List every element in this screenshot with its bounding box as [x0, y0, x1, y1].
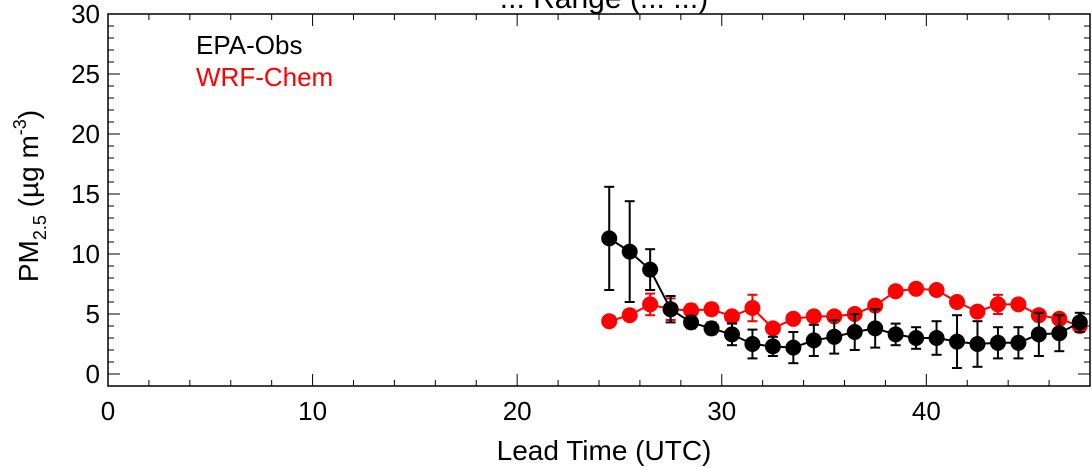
data-point	[642, 296, 659, 313]
data-point	[723, 326, 740, 343]
data-point	[621, 243, 638, 260]
y-tick-label: 0	[86, 359, 100, 389]
data-point	[744, 336, 761, 352]
y-axis-label: PM2.5 (µg m-3)	[10, 110, 50, 282]
x-axis: 0 10 20 30 40	[101, 14, 1091, 426]
data-point	[928, 330, 945, 346]
data-point	[601, 313, 618, 330]
series-wrf-chem	[601, 280, 1088, 337]
data-point	[949, 333, 966, 350]
data-point	[928, 282, 945, 298]
data-point	[846, 324, 863, 340]
data-point	[867, 320, 884, 337]
data-point	[764, 338, 781, 355]
data-point	[989, 296, 1006, 313]
data-point	[826, 328, 843, 345]
data-point	[1010, 334, 1027, 351]
data-point	[662, 301, 679, 318]
data-point	[908, 280, 925, 297]
data-point	[683, 314, 700, 331]
data-point	[723, 308, 740, 325]
series-layer	[601, 185, 1088, 369]
data-point	[908, 330, 925, 346]
data-point	[989, 334, 1006, 351]
y-tick-label: 30	[71, 0, 100, 29]
x-tick-label: 40	[912, 396, 941, 426]
data-point	[1051, 325, 1068, 342]
data-point	[621, 307, 638, 324]
data-point	[969, 303, 986, 320]
y-axis: 0 5 10 15 20 25 30	[71, 0, 1090, 389]
x-tick-label: 30	[707, 396, 736, 426]
data-point	[1030, 326, 1047, 343]
x-tick-label: 0	[101, 396, 115, 426]
chart-title: ... Range (... ...)	[500, 0, 708, 15]
data-point	[703, 320, 720, 337]
data-point	[805, 308, 822, 325]
y-tick-label: 5	[86, 299, 100, 329]
data-point	[969, 336, 986, 352]
data-point	[805, 332, 822, 349]
data-point	[887, 283, 904, 300]
data-point	[683, 302, 700, 319]
data-point	[949, 294, 966, 310]
series-line	[608, 287, 1081, 330]
x-tick-label: 10	[298, 396, 327, 426]
data-point	[785, 310, 802, 327]
legend-entry: WRF-Chem	[196, 62, 333, 92]
x-axis-label: Lead Time (UTC)	[497, 435, 712, 466]
x-tick-label: 20	[503, 396, 532, 426]
data-point	[1010, 296, 1027, 313]
y-tick-label: 10	[71, 239, 100, 269]
data-point	[601, 230, 618, 247]
series-epa-obs	[601, 185, 1088, 369]
y-tick-label: 25	[71, 59, 100, 89]
data-point	[1071, 314, 1088, 331]
data-point	[703, 301, 720, 318]
data-point	[764, 320, 781, 337]
data-point	[785, 339, 802, 356]
series-line	[608, 237, 1081, 349]
data-point	[642, 261, 659, 278]
legend-entry: EPA-Obs	[196, 30, 302, 60]
y-tick-label: 20	[71, 119, 100, 149]
y-tick-label: 15	[71, 179, 100, 209]
data-point	[744, 300, 761, 316]
data-point	[887, 326, 904, 343]
